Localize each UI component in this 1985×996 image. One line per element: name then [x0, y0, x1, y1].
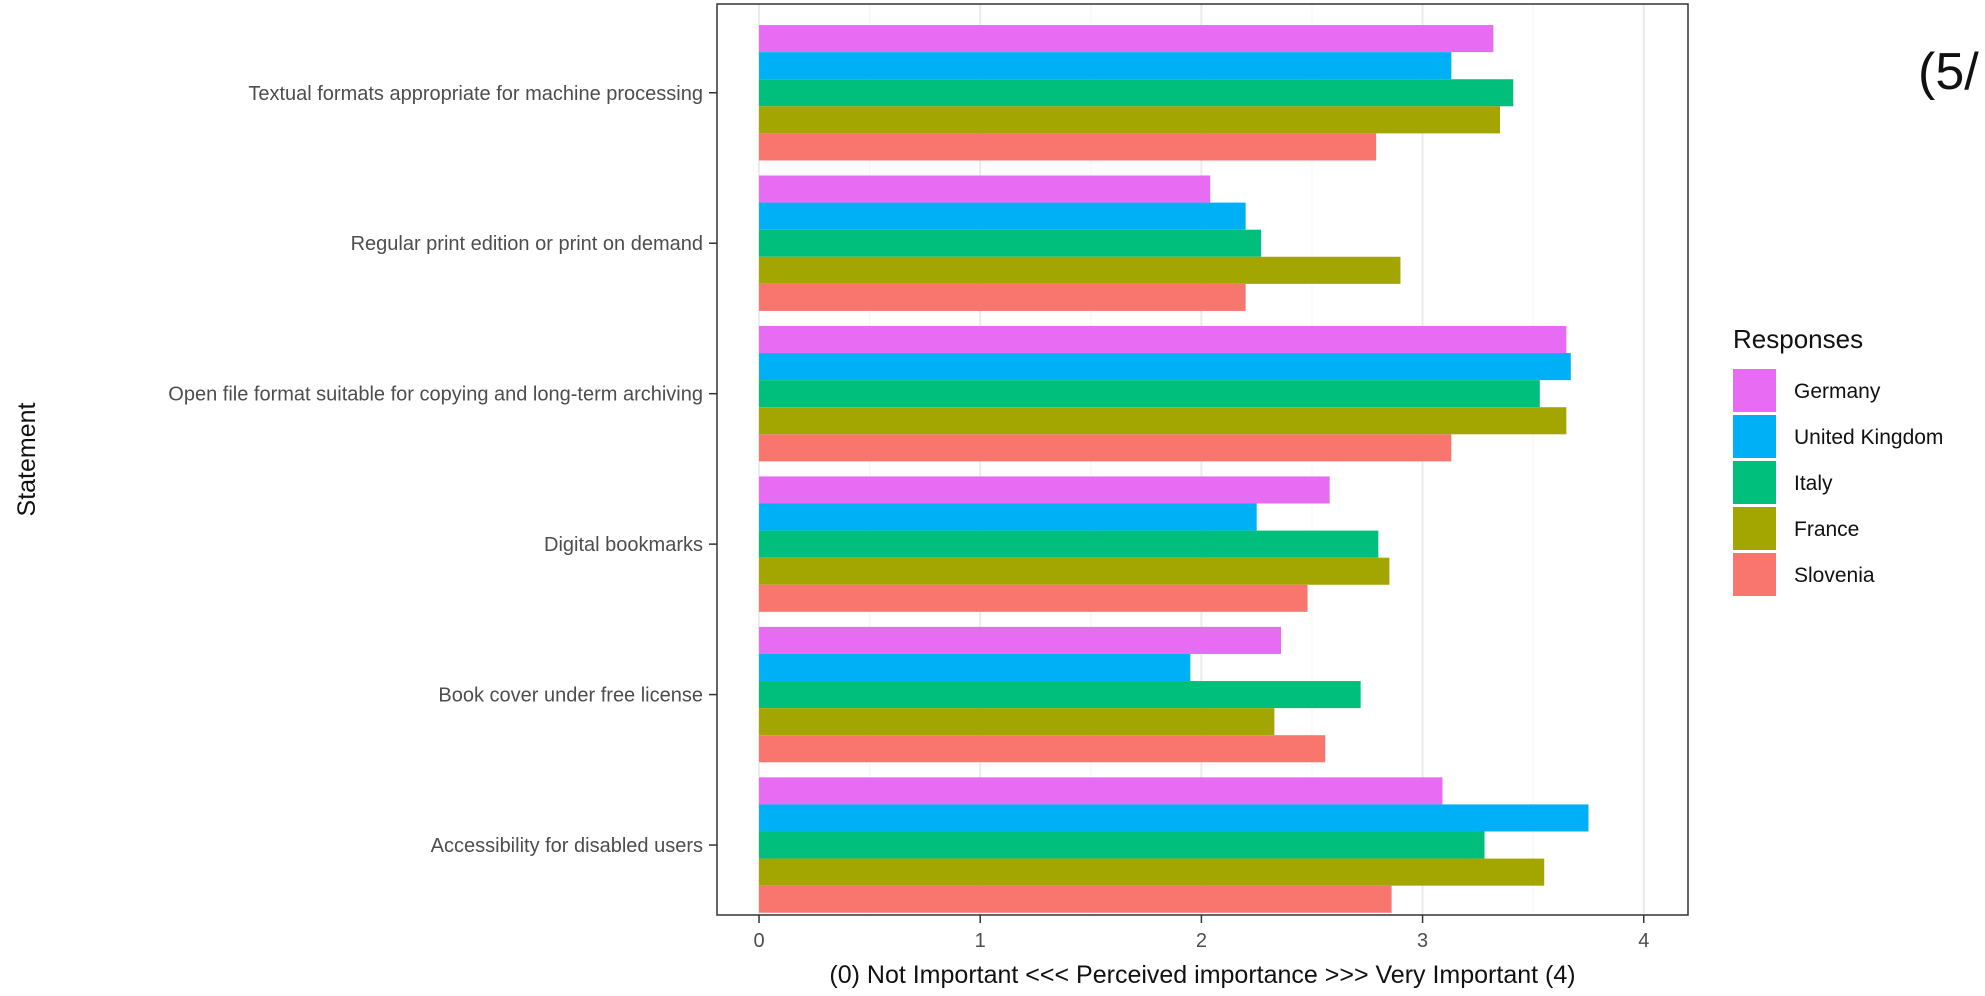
bar-italy-regular-print-edition-or-print-on-demand — [759, 229, 1262, 257]
legend-swatch-italy — [1733, 461, 1776, 504]
bar-italy-open-file-format-suitable-for-copying-and-long-term-archiving — [759, 380, 1540, 408]
bar-germany-textual-formats-appropriate-for-machine-processing — [759, 25, 1494, 53]
bar-france-digital-bookmarks — [759, 557, 1390, 585]
x-tick-label-2: 2 — [1196, 930, 1207, 952]
bar-united-kingdom-textual-formats-appropriate-for-machine-processing — [759, 52, 1452, 80]
bar-united-kingdom-accessibility-for-disabled-users — [759, 804, 1589, 832]
bar-united-kingdom-digital-bookmarks — [759, 503, 1257, 531]
bar-slovenia-book-cover-under-free-license — [759, 735, 1326, 763]
bar-slovenia-regular-print-edition-or-print-on-demand — [759, 283, 1246, 311]
bar-slovenia-textual-formats-appropriate-for-machine-processing — [759, 133, 1377, 161]
bar-germany-open-file-format-suitable-for-copying-and-long-term-archiving — [759, 325, 1567, 354]
bar-united-kingdom-regular-print-edition-or-print-on-demand — [759, 202, 1246, 230]
bar-germany-regular-print-edition-or-print-on-demand — [759, 175, 1211, 203]
x-axis-title: (0) Not Important <<< Perceived importan… — [829, 961, 1575, 989]
corner-label: (5/ — [1918, 43, 1979, 101]
plot-panel-border — [716, 3, 1689, 916]
x-tick-label-3: 3 — [1417, 930, 1428, 952]
legend-label-united-kingdom: United Kingdom — [1794, 426, 1943, 449]
legend-label-slovenia: Slovenia — [1794, 564, 1875, 587]
bar-germany-digital-bookmarks — [759, 476, 1330, 504]
bar-italy-digital-bookmarks — [759, 530, 1379, 558]
bar-france-book-cover-under-free-license — [759, 708, 1275, 736]
x-axis: 0 1 2 3 4 — [753, 915, 1649, 952]
y-tick-label-textual-formats-appropriate-for-machine-processing: Textual formats appropriate for machine … — [248, 83, 703, 105]
bar-italy-textual-formats-appropriate-for-machine-processing — [759, 79, 1514, 107]
legend-items: Germany United Kingdom Italy France Slovenia — [1733, 369, 1943, 596]
y-tick-label-open-file-format-suitable-for-copying-and-long-term-archiving: Open file format suitable for copying an… — [168, 384, 703, 406]
legend-swatch-germany — [1733, 369, 1776, 412]
legend-label-italy: Italy — [1794, 472, 1833, 495]
bar-slovenia-open-file-format-suitable-for-copying-and-long-term-archiving — [759, 434, 1452, 462]
y-tick-label-regular-print-edition-or-print-on-demand: Regular print edition or print on demand — [351, 233, 703, 255]
bar-italy-accessibility-for-disabled-users — [759, 831, 1485, 859]
x-tick-label-0: 0 — [753, 930, 764, 952]
bar-france-textual-formats-appropriate-for-machine-processing — [759, 106, 1500, 134]
legend-label-france: France — [1794, 518, 1859, 541]
y-axis: Textual formats appropriate for machine … — [168, 83, 717, 857]
bar-united-kingdom-open-file-format-suitable-for-copying-and-long-term-archiving — [759, 353, 1571, 381]
legend-label-germany: Germany — [1794, 380, 1881, 403]
bar-france-regular-print-edition-or-print-on-demand — [759, 256, 1401, 284]
y-tick-label-digital-bookmarks: Digital bookmarks — [544, 534, 703, 556]
legend-swatch-slovenia — [1733, 553, 1776, 596]
bar-slovenia-digital-bookmarks — [759, 584, 1308, 612]
x-tick-label-4: 4 — [1638, 930, 1649, 952]
bar-united-kingdom-book-cover-under-free-license — [759, 653, 1191, 682]
legend-title: Responses — [1733, 324, 1863, 354]
bar-italy-book-cover-under-free-license — [759, 681, 1361, 709]
bar-germany-accessibility-for-disabled-users — [759, 777, 1443, 805]
legend: Responses Germany United Kingdom Italy Fran… — [1733, 324, 1943, 596]
x-tick-label-1: 1 — [975, 930, 986, 952]
bar-slovenia-accessibility-for-disabled-users — [759, 885, 1392, 913]
bar-germany-book-cover-under-free-license — [759, 626, 1282, 654]
bar-france-accessibility-for-disabled-users — [759, 858, 1545, 886]
legend-swatch-united-kingdom — [1733, 415, 1776, 458]
y-tick-label-book-cover-under-free-license: Book cover under free license — [438, 685, 703, 707]
bar-france-open-file-format-suitable-for-copying-and-long-term-archiving — [759, 407, 1567, 435]
bar-layer — [759, 25, 1589, 913]
legend-swatch-france — [1733, 507, 1776, 550]
y-axis-title: Statement — [13, 402, 41, 516]
y-tick-label-accessibility-for-disabled-users: Accessibility for disabled users — [431, 835, 703, 857]
